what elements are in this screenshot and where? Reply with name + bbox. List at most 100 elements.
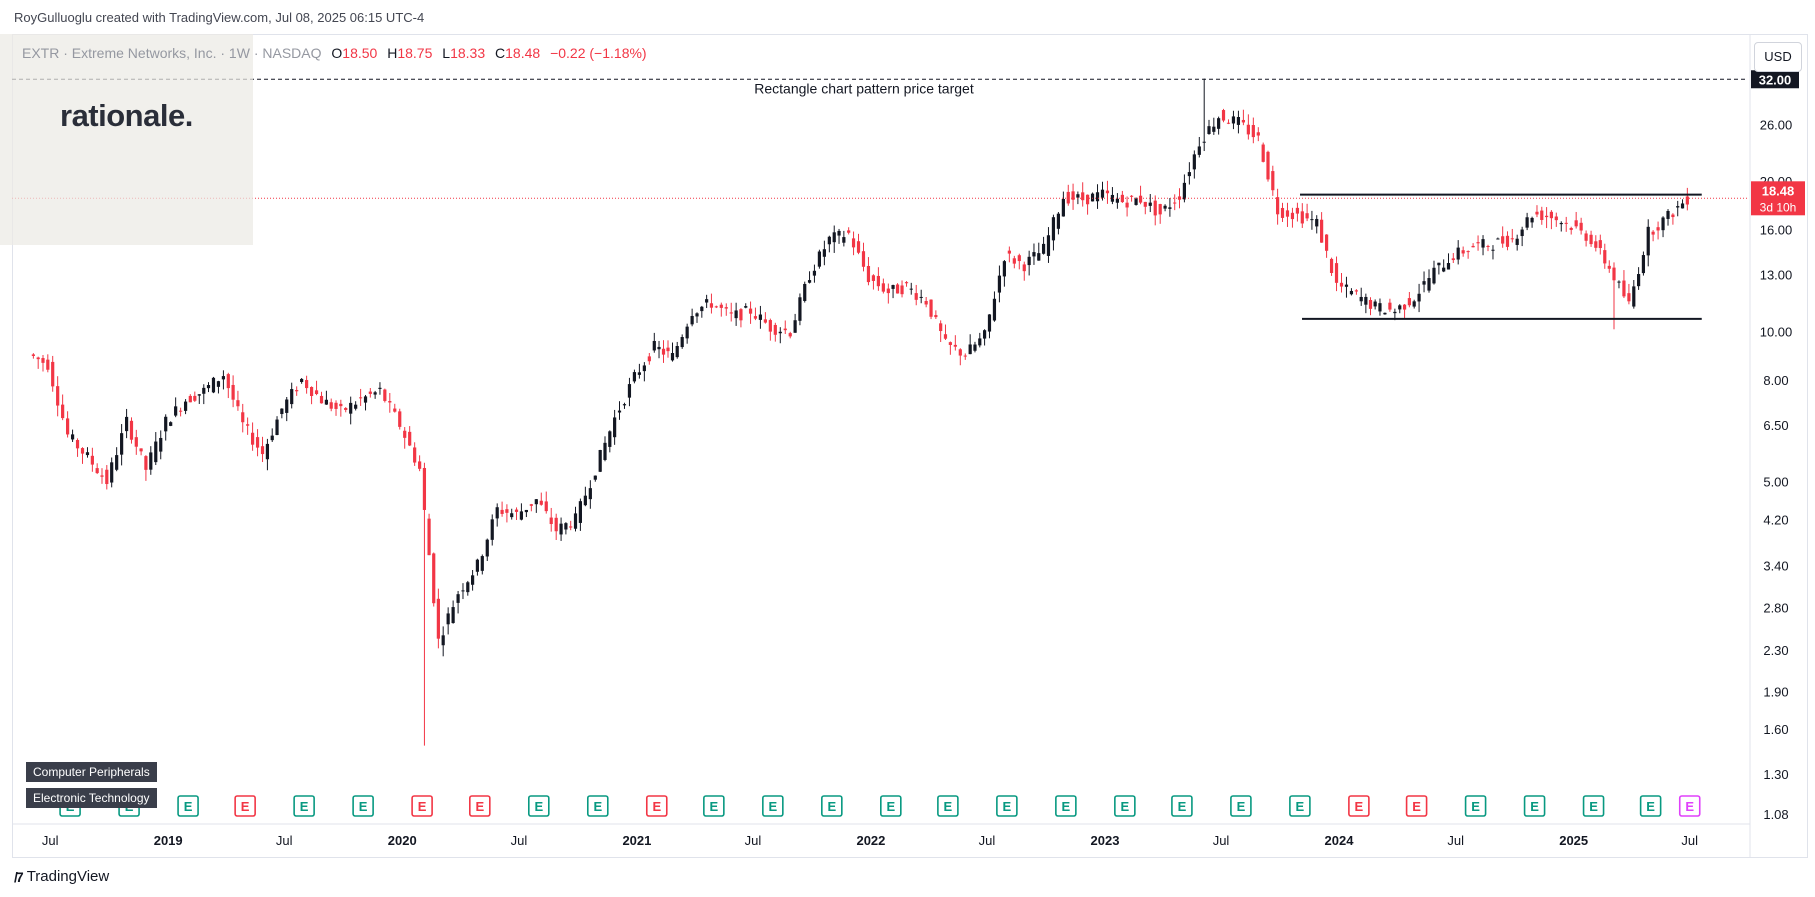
earnings-glyph: E [300,799,309,814]
candle-body [427,518,431,556]
candle-body [958,349,962,356]
candle-body [368,391,372,394]
candle-body [617,410,622,413]
candle-body [144,456,148,470]
candle-body [174,406,178,416]
chart-frame[interactable] [12,34,1808,858]
candle-body [309,387,314,396]
earnings-glyph: E [1237,799,1246,814]
candle-body [1612,267,1616,281]
candle-body [226,374,230,389]
earnings-glyph: E [1178,799,1187,814]
candle-body [270,435,274,441]
candle-body [120,433,124,455]
candle-body [798,297,802,321]
candle-body [451,607,455,624]
candle-body [1100,189,1105,198]
candle-body [485,539,489,557]
time-tick-label: Jul [745,833,762,848]
candle-body [422,467,427,510]
candle-body [934,315,938,318]
candle-body [871,275,876,281]
candle-body [1656,227,1660,231]
candle-body [1276,197,1280,215]
earnings-box [880,795,902,817]
earnings-box [937,795,959,817]
candle-body [1163,205,1167,209]
earnings-glyph: E [1530,799,1539,814]
candle-body [1056,213,1061,229]
time-tick-label: 2023 [1091,833,1120,848]
tradingview-wordmark: TradingView [26,868,110,885]
candle-body [275,419,279,435]
candle-body [339,403,343,407]
candle-body [61,404,65,419]
price-tick-label: 6.50 [1763,418,1788,433]
candle-body [1559,222,1563,225]
candle-body [661,348,666,355]
candle-body [51,361,55,387]
candle-body [231,384,235,400]
time-tick-label: Jul [276,833,293,848]
earnings-box [1055,795,1077,817]
candle-body [763,319,767,323]
candle-body [1125,202,1129,208]
symbol-legend: EXTR · Extreme Networks, Inc. · 1W · NAS… [22,45,647,61]
candle-body [90,455,94,465]
candle-body [1471,245,1475,248]
candle-body [85,452,90,456]
price-tick-label: 26.00 [1760,117,1793,132]
candle-body [1148,202,1152,206]
earnings-marker: E [352,795,374,817]
price-tick-label: 8.00 [1763,373,1788,388]
candle-body [1632,286,1636,307]
candle-body [154,441,158,463]
candle-body [1627,293,1631,302]
candle-body [675,346,679,358]
candle-body [680,337,684,348]
symbol-title[interactable]: EXTR · Extreme Networks, Inc. · 1W · NAS… [22,45,322,61]
candle-body [1641,255,1646,274]
candle-body [363,396,368,403]
earnings-glyph: E [1412,799,1421,814]
earnings-glyph: E [1003,799,1012,814]
candle-body [349,402,353,414]
candle-body [1007,250,1011,254]
candle-body [1481,239,1485,248]
candle-body [1373,301,1377,307]
candle-body [1158,204,1162,215]
price-axis: 1.08 1.30 1.60 1.90 2.30 2.80 3.40 4.20 5.00 6.50… [1749,34,1805,858]
candle-body [183,401,188,411]
time-tick-label: 2019 [154,833,183,848]
candle-body [1569,227,1573,230]
tradingview-footer-logo[interactable]: /7 TradingView [14,868,109,885]
candle-body [564,523,568,530]
candle-body [1187,172,1191,177]
earnings-box [528,795,550,817]
candle-body [608,431,612,447]
earnings-glyph: E [534,799,543,814]
candle-body [1285,210,1290,217]
candle-body [1359,296,1363,302]
candle-body [1685,196,1689,205]
candle-body [1236,117,1241,125]
candle-body [393,408,397,412]
candle-body [134,437,138,447]
candle-body [1501,236,1505,244]
candle-body [1354,290,1359,292]
candle-body [744,306,748,308]
candle-body [1320,219,1324,243]
candle-body [1168,207,1172,209]
candle-body [832,232,836,243]
low-label: L [442,45,451,61]
candle-body [1105,190,1110,194]
candle-body [149,452,153,470]
currency-button[interactable]: USD [1754,42,1802,72]
industry-tag[interactable]: Computer Peripherals [26,762,157,782]
earnings-glyph: E [359,799,368,814]
candle-body [1456,247,1460,260]
candle-body [982,330,987,339]
earnings-box [352,795,374,817]
sector-tag[interactable]: Electronic Technology [26,788,157,808]
